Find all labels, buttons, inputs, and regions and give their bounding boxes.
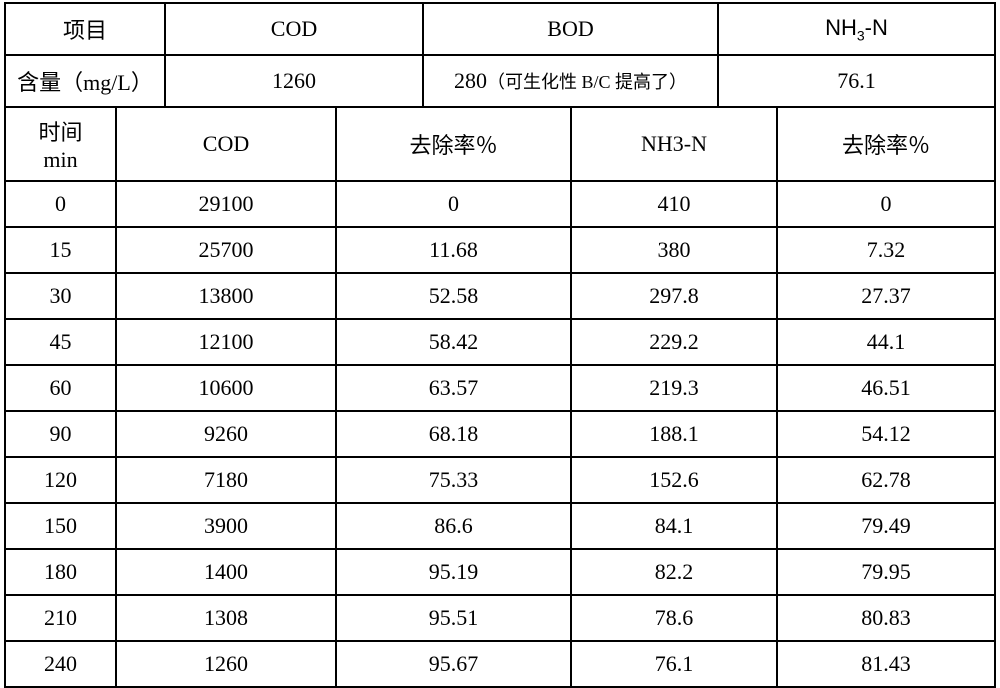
data-cell: 60 [5,365,116,411]
data-cell: 210 [5,595,116,641]
data-cell: 80.83 [777,595,995,641]
data-cell: 219.3 [571,365,777,411]
summary-value-cell: 1260 [165,55,423,107]
nh3-sub: 3 [857,27,865,43]
data-cell: 15 [5,227,116,273]
data-cell: 44.1 [777,319,995,365]
data-cell: 78.6 [571,595,777,641]
data-cell: 150 [5,503,116,549]
data-cell: 81.43 [777,641,995,687]
data-cell: 11.68 [336,227,571,273]
table-row: 210130895.5178.680.83 [5,595,995,641]
table-row: 90926068.18188.154.12 [5,411,995,457]
data-cell: 180 [5,549,116,595]
data-cell: 45 [5,319,116,365]
data-cell: 95.51 [336,595,571,641]
data-cell: 79.49 [777,503,995,549]
data-cell: 95.19 [336,549,571,595]
page-container: { "table": { "type": "table", "border_co… [0,2,1000,673]
data-cell: 0 [777,181,995,227]
table-row: 451210058.42229.244.1 [5,319,995,365]
table-row: 601060063.57219.346.51 [5,365,995,411]
data-cell: 75.33 [336,457,571,503]
data-cell: 63.57 [336,365,571,411]
table-row: 180140095.1982.279.95 [5,549,995,595]
time-label-2: min [6,147,115,173]
data-cell: 188.1 [571,411,777,457]
bod-value: 280 [454,68,487,93]
data-cell: 229.2 [571,319,777,365]
data-cell: 1308 [116,595,336,641]
col-header-time: 时间min [5,107,116,181]
data-cell: 7.32 [777,227,995,273]
data-cell: 68.18 [336,411,571,457]
data-cell: 76.1 [571,641,777,687]
summary-bod-cell: 280（可生化性 B/C 提高了） [423,55,718,107]
table-row: 02910004100 [5,181,995,227]
data-cell: 152.6 [571,457,777,503]
timeseries-table: 时间minCOD去除率％NH3-N去除率％0291000410015257001… [4,106,996,688]
data-cell: 29100 [116,181,336,227]
data-cell: 46.51 [777,365,995,411]
col-header-cell: COD [116,107,336,181]
data-cell: 90 [5,411,116,457]
data-cell: 62.78 [777,457,995,503]
time-label-1: 时间 [6,115,115,147]
table-row: 120718075.33152.662.78 [5,457,995,503]
data-cell: 410 [571,181,777,227]
nh3-suffix: -N [865,15,888,40]
data-cell: 0 [336,181,571,227]
data-cell: 82.2 [571,549,777,595]
summary-value-cell: 含量（mg/L） [5,55,165,107]
data-cell: 52.58 [336,273,571,319]
data-cell: 9260 [116,411,336,457]
data-cell: 380 [571,227,777,273]
nh3-prefix: NH [825,15,857,40]
data-cell: 27.37 [777,273,995,319]
data-cell: 25700 [116,227,336,273]
data-cell: 1260 [116,641,336,687]
data-cell: 297.8 [571,273,777,319]
summary-value-cell: 76.1 [718,55,995,107]
summary-header-cell: BOD [423,3,718,55]
data-cell: 86.6 [336,503,571,549]
table-row: 301380052.58297.827.37 [5,273,995,319]
data-cell: 120 [5,457,116,503]
table-row: 150390086.684.179.49 [5,503,995,549]
data-cell: 0 [5,181,116,227]
bod-note: （可生化性 B/C 提高了） [487,72,687,92]
data-cell: 1400 [116,549,336,595]
data-cell: 58.42 [336,319,571,365]
data-cell: 54.12 [777,411,995,457]
summary-table: 项目CODBODNH3-N含量（mg/L）1260280（可生化性 B/C 提高… [4,2,996,108]
table-row: 152570011.683807.32 [5,227,995,273]
data-cell: 95.67 [336,641,571,687]
data-cell: 7180 [116,457,336,503]
col-header-cell: 去除率％ [777,107,995,181]
data-cell: 12100 [116,319,336,365]
col-header-cell: NH3-N [571,107,777,181]
data-cell: 84.1 [571,503,777,549]
data-cell: 13800 [116,273,336,319]
summary-header-cell: 项目 [5,3,165,55]
data-cell: 240 [5,641,116,687]
table-row: 240126095.6776.181.43 [5,641,995,687]
summary-header-cell: COD [165,3,423,55]
data-cell: 79.95 [777,549,995,595]
col-header-cell: 去除率％ [336,107,571,181]
data-cell: 3900 [116,503,336,549]
data-cell: 10600 [116,365,336,411]
data-cell: 30 [5,273,116,319]
summary-header-nh3n: NH3-N [718,3,995,55]
